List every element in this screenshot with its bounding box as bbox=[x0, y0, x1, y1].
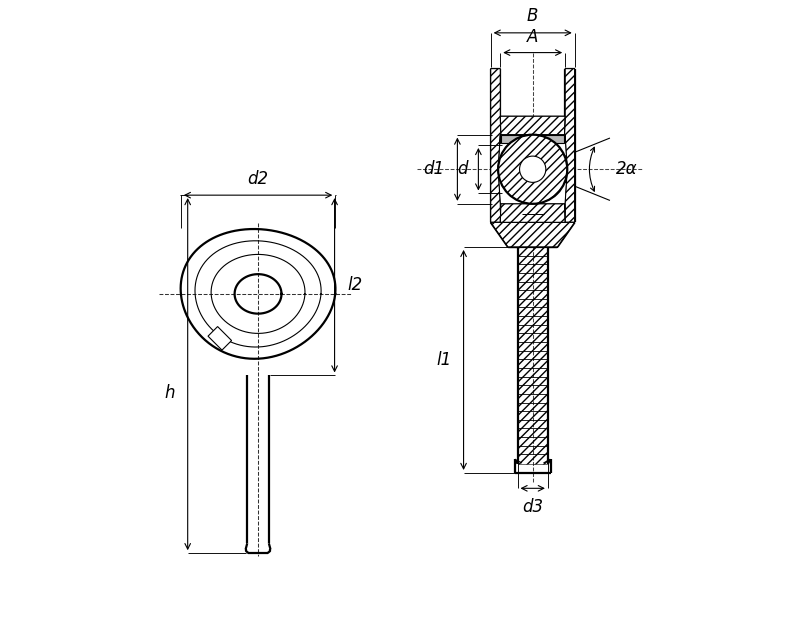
Text: l1: l1 bbox=[436, 351, 451, 369]
Text: A: A bbox=[527, 28, 538, 46]
Text: 2α: 2α bbox=[616, 160, 638, 178]
Text: d3: d3 bbox=[522, 498, 543, 516]
Bar bbox=[501, 135, 565, 144]
Text: B: B bbox=[527, 7, 538, 25]
Bar bbox=[501, 210, 565, 219]
Polygon shape bbox=[490, 69, 501, 222]
Text: d2: d2 bbox=[247, 170, 269, 188]
Circle shape bbox=[519, 156, 546, 183]
Polygon shape bbox=[208, 327, 231, 350]
Text: d1: d1 bbox=[423, 160, 445, 178]
Polygon shape bbox=[490, 222, 574, 247]
Circle shape bbox=[498, 135, 567, 204]
Text: d: d bbox=[457, 160, 467, 178]
Text: l2: l2 bbox=[347, 276, 362, 294]
Polygon shape bbox=[500, 204, 565, 222]
Polygon shape bbox=[500, 116, 565, 135]
Text: h: h bbox=[165, 384, 175, 402]
Polygon shape bbox=[565, 69, 574, 222]
